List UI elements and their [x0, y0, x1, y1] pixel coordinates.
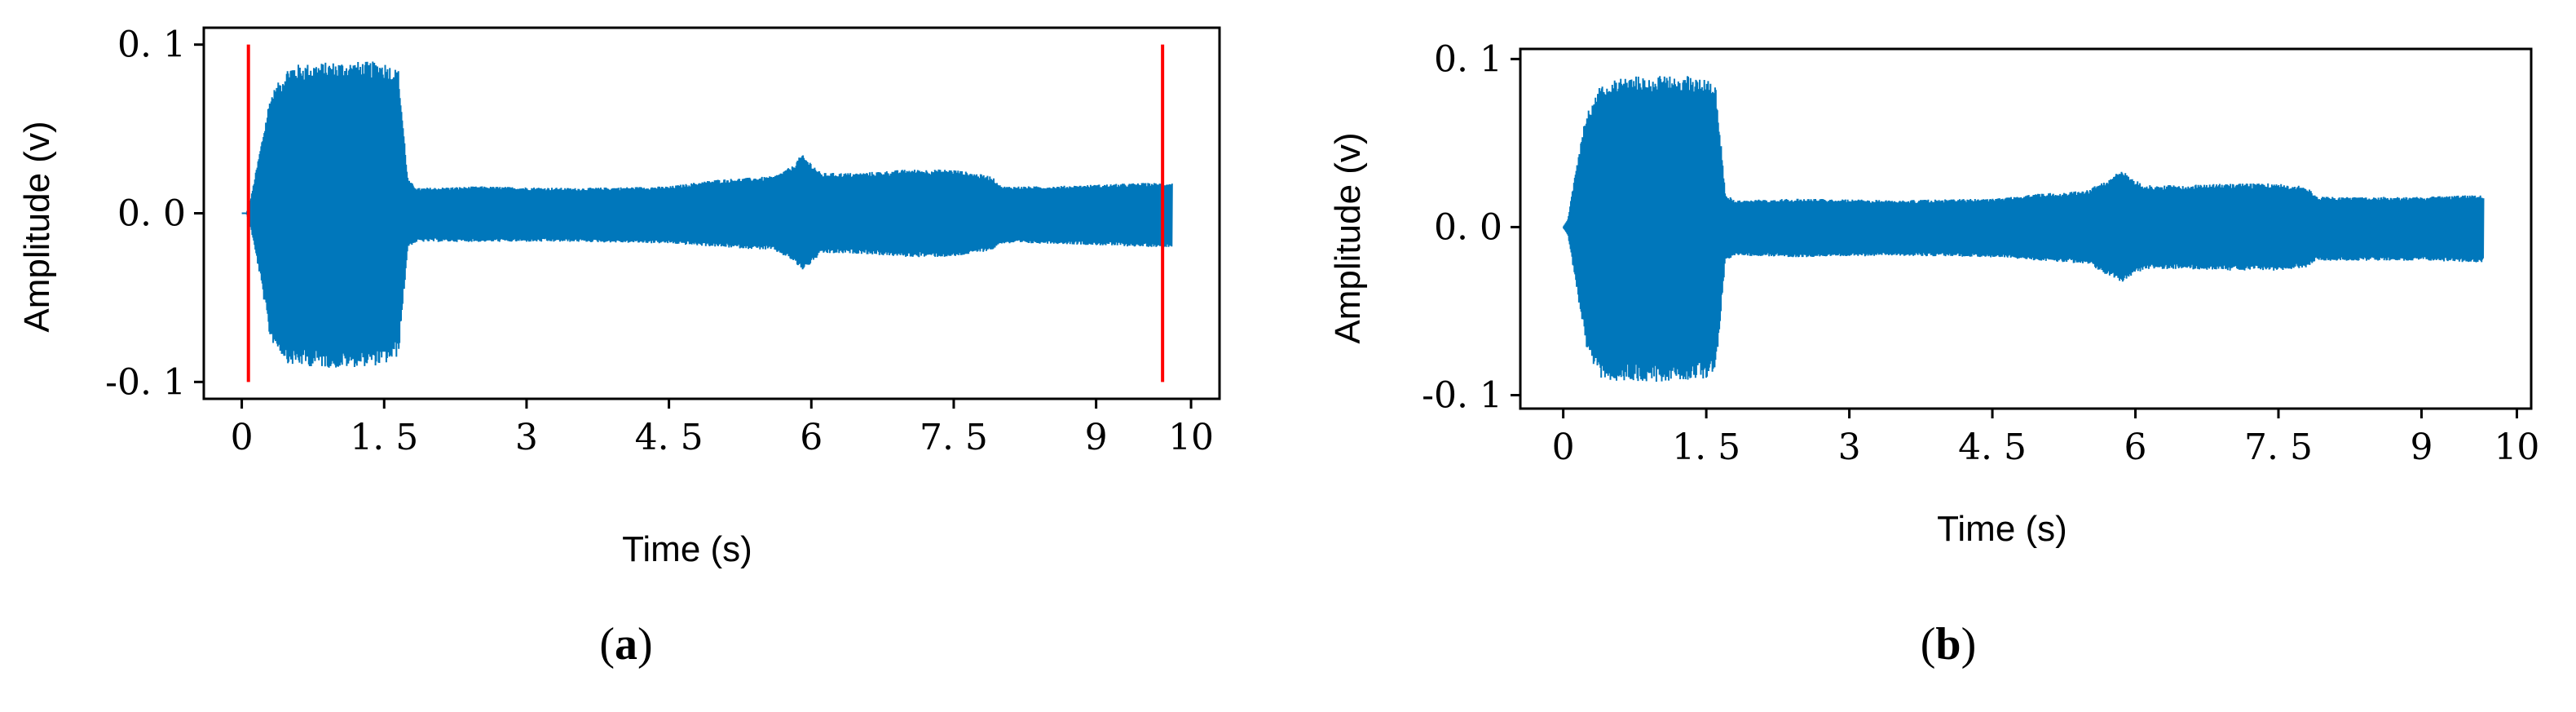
x-tick-label: 0 [1552, 427, 1575, 468]
x-axis-ticks: 0 1. 5 3 4. 5 6 7. 5 9 10 [231, 399, 1214, 458]
y-axis-ticks: 0. 1 0. 0 -0. 1 [1422, 38, 1520, 417]
x-tick-label: 4. 5 [1958, 427, 2027, 468]
y-tick-label: -0. 1 [1422, 375, 1502, 417]
y-axis-label: Amplitude (v) [1328, 132, 1368, 343]
y-tick-label: 0. 0 [1434, 206, 1502, 248]
panel-label-open: ( [1921, 619, 1936, 670]
x-tick-label: 1. 5 [350, 417, 418, 458]
x-axis-label: Time (s) [1937, 509, 2067, 549]
marker-lines [246, 44, 1165, 383]
y-tick-label: -0. 1 [105, 361, 186, 403]
panel-label-close: ) [637, 619, 653, 670]
x-axis-label: Time (s) [622, 529, 752, 569]
panel-label-open: ( [599, 619, 615, 670]
x-tick-label: 9 [1085, 417, 1108, 458]
y-tick-label: 0. 1 [1434, 38, 1502, 80]
y-tick-label: 0. 0 [117, 193, 186, 235]
signal-series-0 [1562, 76, 2485, 383]
x-tick-label: 6 [2124, 427, 2147, 468]
panel-label-letter: b [1935, 619, 1961, 670]
x-tick-label: 10 [1168, 417, 1214, 458]
x-tick-label: 1. 5 [1672, 427, 1740, 468]
x-tick-label: 7. 5 [920, 417, 988, 458]
x-tick-label: 9 [2410, 427, 2433, 468]
signal-waveform [241, 61, 1173, 368]
y-tick-label: 0. 1 [117, 24, 186, 66]
panel-label-close: ) [1961, 619, 1977, 670]
x-tick-label: 6 [800, 417, 823, 458]
panel-label-a: (a) [599, 619, 652, 670]
panel-label-b: (b) [1921, 619, 1976, 670]
chart-panel-a: 0 1. 5 3 4. 5 6 7. 5 9 10 0. 1 0. 0 -0. 1 Time (s… [17, 24, 1221, 670]
y-axis-label: Amplitude (v) [17, 121, 57, 332]
x-tick-label: 3 [1838, 427, 1861, 468]
x-tick-label: 10 [2494, 427, 2539, 468]
x-tick-label: 3 [515, 417, 538, 458]
panel-label-letter: a [615, 619, 637, 670]
x-tick-label: 4. 5 [635, 417, 704, 458]
signal-series-0 [241, 61, 1173, 368]
x-axis-ticks: 0 1. 5 3 4. 5 6 7. 5 9 10 [1552, 409, 2539, 468]
y-axis-ticks: 0. 1 0. 0 -0. 1 [105, 24, 204, 403]
x-tick-label: 7. 5 [2244, 427, 2313, 468]
chart-panel-b: 0 1. 5 3 4. 5 6 7. 5 9 10 0. 1 0. 0 -0. 1 Time (s… [1328, 38, 2539, 670]
signal-waveform [1562, 76, 2485, 383]
x-tick-label: 0 [231, 417, 254, 458]
